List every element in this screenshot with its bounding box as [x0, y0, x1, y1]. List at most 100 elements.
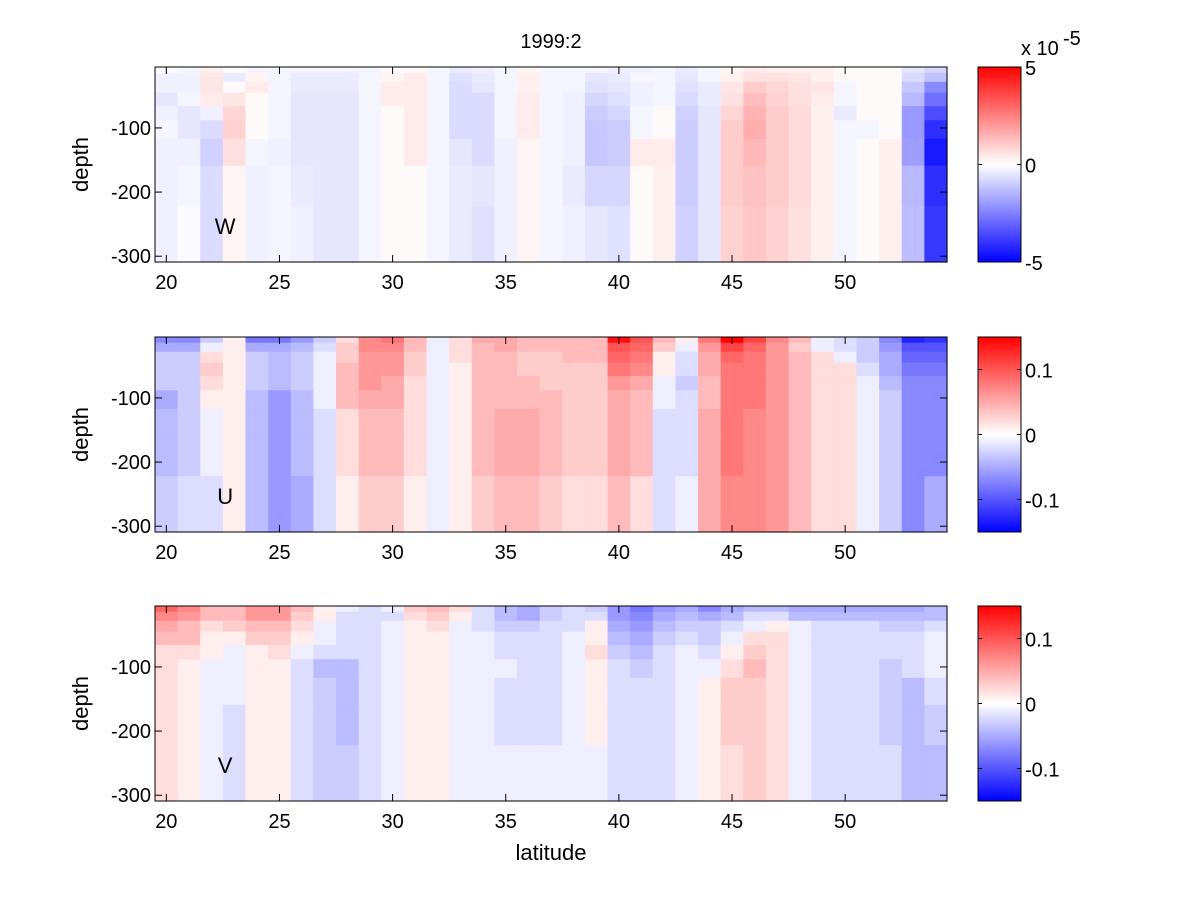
heatmap-cell	[449, 351, 473, 364]
heatmap-cell	[539, 81, 563, 94]
heatmap-cell	[924, 206, 948, 263]
heatmap-cell	[652, 342, 677, 353]
heatmap-cell	[313, 376, 337, 391]
heatmap-cell	[494, 659, 518, 679]
heatmap-cell	[539, 677, 563, 706]
heatmap-cell	[720, 106, 744, 121]
heatmap-cell	[494, 611, 518, 622]
heatmap-cell	[494, 631, 518, 646]
heatmap-cell	[471, 620, 496, 633]
heatmap-cell	[290, 435, 314, 477]
heatmap-cell	[584, 435, 609, 477]
heatmap-cell	[449, 362, 473, 377]
heatmap-cell	[200, 435, 224, 477]
heatmap-cell	[539, 106, 563, 121]
heatmap-cell	[426, 645, 450, 660]
heatmap-cell	[901, 704, 925, 746]
heatmap-cell	[698, 408, 722, 437]
heatmap-cell	[924, 337, 948, 344]
heatmap-cell	[539, 67, 563, 74]
heatmap-cell	[720, 390, 744, 410]
heatmap-cell	[879, 81, 903, 94]
heatmap-cell	[336, 362, 360, 377]
heatmap-cell	[290, 342, 314, 353]
heatmap-cell	[222, 106, 247, 121]
heatmap-cell	[336, 745, 360, 802]
heatmap-cell	[313, 120, 337, 140]
heatmap-cell	[698, 745, 722, 802]
plot-frame	[154, 605, 948, 802]
heatmap-cell	[200, 620, 224, 633]
heatmap-cell	[290, 476, 314, 533]
heatmap-cell	[562, 362, 586, 377]
heatmap-cell	[245, 362, 269, 377]
heatmap-cell	[630, 611, 654, 622]
heatmap-cell	[765, 376, 790, 391]
heatmap-cell	[879, 92, 903, 107]
heatmap-cell	[879, 611, 903, 622]
heatmap-cell	[539, 390, 563, 410]
heatmap-cell	[290, 81, 314, 94]
heatmap-cell	[788, 342, 812, 353]
heatmap-cell	[222, 92, 247, 107]
heatmap-cell	[155, 362, 179, 377]
heatmap-cell	[607, 435, 631, 477]
heatmap-cell	[652, 92, 677, 107]
heatmap-cell	[222, 67, 247, 74]
colorbar-tick-label: 0.1	[1025, 361, 1053, 383]
heatmap-cell	[290, 611, 314, 622]
heatmap-cell	[698, 81, 722, 94]
heatmap-cell	[155, 435, 179, 477]
heatmap-cell	[313, 408, 337, 437]
heatmap-cell	[494, 92, 518, 107]
heatmap-cell	[720, 611, 744, 622]
heatmap-cell	[539, 342, 563, 353]
heatmap-cell	[630, 376, 654, 391]
heatmap-cell	[788, 67, 812, 74]
heatmap-cell	[313, 476, 337, 533]
heatmap-cell	[449, 92, 473, 107]
heatmap-cell	[403, 337, 428, 344]
heatmap-cell	[177, 351, 201, 364]
heatmap-cell	[177, 376, 201, 391]
heatmap-cell	[403, 106, 428, 121]
heatmap-cell	[924, 606, 948, 613]
heatmap-cell	[222, 645, 247, 660]
heatmap-cell	[879, 704, 903, 746]
heatmap-cell	[879, 72, 903, 83]
heatmap-cell	[268, 362, 292, 377]
heatmap-cell	[222, 435, 247, 477]
heatmap-cell	[607, 106, 631, 121]
heatmap-cell	[924, 342, 948, 353]
heatmap-cell	[426, 67, 450, 74]
heatmap-cell	[720, 351, 744, 364]
heatmap-cell	[698, 67, 722, 74]
heatmap-cell	[743, 606, 767, 613]
heatmap-cell	[765, 611, 790, 622]
heatmap-cell	[290, 72, 314, 83]
heatmap-cell	[652, 120, 677, 140]
heatmap-cell	[200, 81, 224, 94]
heatmap-cell	[833, 435, 858, 477]
heatmap-cell	[245, 138, 269, 167]
heatmap-cell	[584, 645, 609, 660]
heatmap-cell	[222, 81, 247, 94]
heatmap-cell	[720, 677, 744, 706]
heatmap-cell	[924, 362, 948, 377]
heatmap-cell	[698, 138, 722, 167]
heatmap-cell	[358, 81, 382, 94]
heatmap-cell	[833, 476, 858, 533]
heatmap-cell	[449, 165, 473, 207]
heatmap-cell	[833, 631, 858, 646]
colorbar-exponent-power: -5	[1063, 28, 1081, 50]
heatmap-cell	[426, 745, 450, 802]
heatmap-cell	[177, 67, 201, 74]
heatmap-cell	[879, 476, 903, 533]
heatmap-cell	[765, 390, 790, 410]
heatmap-cell	[652, 390, 677, 410]
heatmap-cell	[630, 620, 654, 633]
x-tick-label: 40	[608, 542, 630, 564]
heatmap-cell	[245, 337, 269, 344]
heatmap-cell	[200, 376, 224, 391]
heatmap-cell	[765, 67, 790, 74]
